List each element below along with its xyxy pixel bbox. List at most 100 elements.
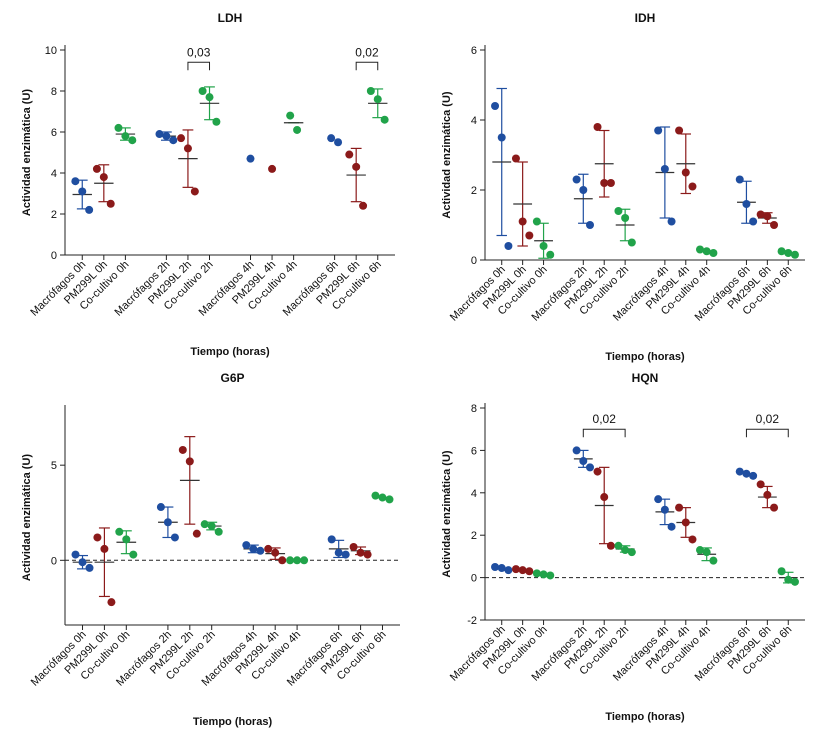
y-axis-label: Actividad enzimática (U) <box>441 91 453 218</box>
y-tick-label: 5 <box>51 460 57 472</box>
data-point <box>539 242 548 250</box>
data-point <box>286 556 295 565</box>
data-point <box>497 133 506 142</box>
data-point <box>349 542 358 551</box>
data-point <box>71 177 80 186</box>
data-point <box>169 136 178 145</box>
data-point <box>675 503 684 512</box>
data-point <box>763 490 772 499</box>
significance-bracket <box>745 428 789 438</box>
data-point <box>675 126 684 135</box>
x-axis-label: Tiempo (horas) <box>605 711 685 723</box>
data-point <box>256 546 265 555</box>
data-point <box>688 535 697 544</box>
data-point <box>770 503 779 512</box>
data-point <box>696 245 705 254</box>
data-point <box>688 182 697 191</box>
data-point <box>790 577 799 586</box>
data-point <box>334 138 343 147</box>
data-point <box>525 231 534 240</box>
data-point <box>532 569 541 578</box>
data-point <box>600 179 609 187</box>
data-point <box>790 250 799 259</box>
data-point <box>681 168 690 177</box>
data-point <box>92 164 101 173</box>
y-tick-label: 6 <box>471 45 477 57</box>
data-point <box>735 467 744 476</box>
y-tick-label: 4 <box>471 488 477 500</box>
data-point <box>268 164 277 173</box>
data-point <box>121 132 130 141</box>
data-point <box>491 102 500 110</box>
data-point <box>185 457 194 466</box>
data-point <box>371 491 380 500</box>
y-tick-label: 2 <box>471 530 477 542</box>
data-point <box>667 522 676 531</box>
data-point <box>378 493 387 502</box>
y-tick-label: 6 <box>51 127 57 139</box>
data-point <box>627 238 636 247</box>
data-point <box>742 200 751 208</box>
annotation: 0,03 <box>187 45 211 59</box>
data-point <box>572 446 581 455</box>
data-point <box>163 518 172 527</box>
data-point <box>777 567 786 576</box>
annotation: 0,02 <box>593 412 617 426</box>
data-point <box>214 527 223 536</box>
data-point <box>614 207 623 215</box>
x-axis-label: Tiempo (horas) <box>605 351 685 363</box>
data-point <box>107 598 116 607</box>
data-point <box>363 550 372 559</box>
data-point <box>286 111 295 120</box>
data-point <box>572 175 581 184</box>
data-point <box>654 126 663 135</box>
data-point <box>709 556 718 565</box>
data-point <box>518 566 527 575</box>
data-point <box>242 541 251 550</box>
data-point <box>546 571 555 580</box>
data-point <box>359 201 368 210</box>
data-point <box>654 495 663 504</box>
data-point <box>200 520 209 529</box>
x-axis-label: Tiempo (horas) <box>193 716 273 728</box>
data-point <box>192 529 201 538</box>
data-point <box>756 210 765 219</box>
data-point <box>763 212 772 221</box>
significance-bracket <box>355 61 379 71</box>
y-axis-label: Actividad enzimática (U) <box>21 454 33 581</box>
y-tick-label: 4 <box>471 115 477 127</box>
y-tick-label: 2 <box>51 209 57 221</box>
y-tick-label: 0 <box>471 255 477 267</box>
data-point <box>511 565 520 574</box>
data-point <box>352 162 361 171</box>
data-point <box>162 132 171 141</box>
annotation: 0,02 <box>355 45 379 59</box>
data-point <box>85 205 94 214</box>
data-point <box>341 550 350 559</box>
data-point <box>78 558 87 567</box>
data-point <box>696 546 705 555</box>
data-point <box>190 187 199 196</box>
y-axis-label: Actividad enzimática (U) <box>21 89 33 216</box>
data-point <box>300 556 309 565</box>
data-point <box>756 480 765 489</box>
x-axis-label: Tiempo (horas) <box>190 346 270 358</box>
data-point <box>606 179 615 187</box>
data-point <box>155 130 164 139</box>
data-point <box>78 187 87 196</box>
data-point <box>593 123 602 131</box>
data-point <box>345 150 354 159</box>
data-point <box>356 548 365 557</box>
data-point <box>600 493 609 502</box>
data-point <box>742 469 751 478</box>
data-point <box>380 115 389 124</box>
data-point <box>122 535 131 544</box>
data-point <box>170 533 179 542</box>
data-point <box>106 199 115 208</box>
data-point <box>178 445 187 454</box>
chart-title: HQN <box>632 371 659 385</box>
data-point <box>93 533 102 542</box>
data-point <box>518 217 527 226</box>
data-point <box>579 457 588 465</box>
data-point <box>212 117 221 126</box>
